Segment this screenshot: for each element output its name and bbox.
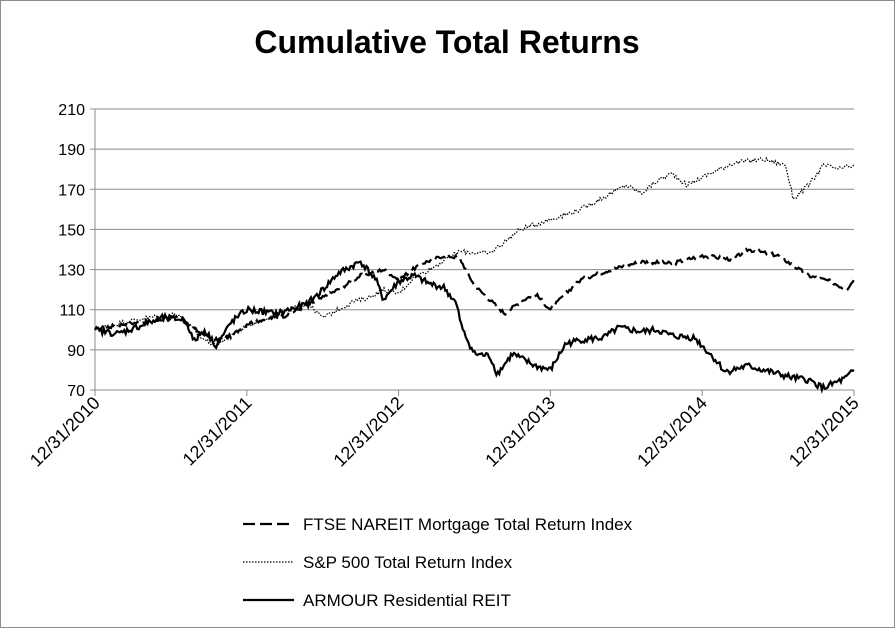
x-tick-label: 12/31/2011 (179, 393, 256, 470)
chart-title: Cumulative Total Returns (254, 24, 639, 60)
legend-label-1: FTSE NAREIT Mortgage Total Return Index (303, 515, 633, 534)
y-tick-label: 70 (67, 383, 85, 400)
x-tick-label: 12/31/2012 (330, 393, 408, 471)
y-tick-label: 190 (58, 142, 85, 159)
x-tick-label: 12/31/2014 (633, 393, 711, 471)
series-line-1 (94, 247, 855, 344)
x-tick-label: 12/31/2015 (785, 393, 863, 471)
legend-label-2: S&P 500 Total Return Index (303, 553, 513, 572)
legend-label-3: ARMOUR Residential REIT (303, 591, 511, 610)
x-tick-label: 12/31/2010 (26, 393, 104, 471)
series-line-2 (94, 156, 855, 350)
y-tick-label: 130 (58, 263, 85, 280)
y-tick-label: 110 (59, 303, 85, 320)
series-line-3 (94, 260, 855, 395)
y-tick-label: 210 (58, 102, 85, 119)
series-lines (94, 156, 855, 395)
y-tick-label: 90 (67, 343, 85, 360)
y-tick-label: 170 (58, 182, 85, 199)
y-tick-label: 150 (58, 222, 85, 239)
x-tick-label: 12/31/2013 (481, 393, 559, 471)
legend: FTSE NAREIT Mortgage Total Return Index S… (243, 515, 633, 610)
gridlines (95, 108, 854, 391)
y-axis-ticks: 70 90 110 130 150 170 190 210 (58, 102, 95, 400)
